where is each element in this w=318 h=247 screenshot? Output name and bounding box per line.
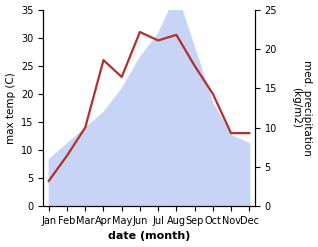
X-axis label: date (month): date (month) bbox=[108, 231, 190, 242]
Y-axis label: max temp (C): max temp (C) bbox=[5, 72, 16, 144]
Y-axis label: med. precipitation
(kg/m2): med. precipitation (kg/m2) bbox=[291, 60, 313, 156]
